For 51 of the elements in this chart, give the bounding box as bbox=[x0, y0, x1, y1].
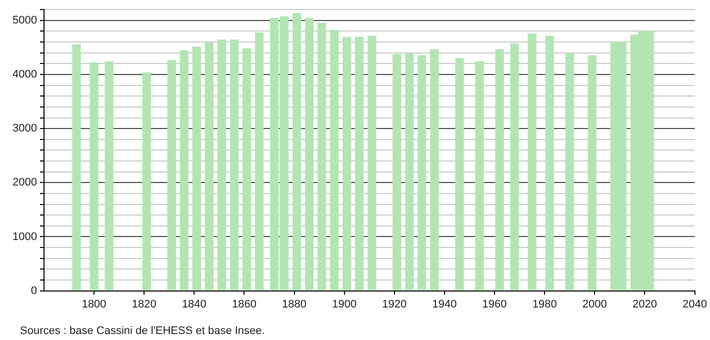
bar bbox=[104, 61, 114, 291]
bar bbox=[72, 44, 81, 291]
bar bbox=[588, 55, 596, 291]
bar bbox=[204, 42, 214, 291]
bar bbox=[565, 53, 574, 291]
x-tick-label: 1840 bbox=[182, 298, 206, 310]
bar bbox=[430, 49, 439, 291]
bar bbox=[355, 36, 364, 291]
bar bbox=[342, 36, 352, 291]
bar bbox=[545, 36, 554, 291]
y-tick-label: 3000 bbox=[12, 122, 37, 135]
bar bbox=[317, 22, 326, 291]
x-tick-label: 1820 bbox=[132, 298, 156, 310]
bar bbox=[142, 72, 151, 291]
bar bbox=[528, 34, 536, 291]
x-tick-label: 1980 bbox=[532, 298, 557, 310]
x-tick-label: 1920 bbox=[382, 298, 407, 310]
bar bbox=[292, 13, 302, 291]
bar bbox=[90, 62, 98, 291]
y-tick-label: 5000 bbox=[12, 14, 37, 26]
bar bbox=[230, 40, 239, 291]
x-tick-label: 1940 bbox=[432, 298, 457, 310]
bar bbox=[418, 55, 426, 291]
y-tick-label: 2000 bbox=[12, 176, 37, 189]
bar bbox=[455, 58, 464, 291]
source-note: Sources : base Cassini de l'EHESS et base Insee. bbox=[20, 325, 265, 337]
x-tick-label: 1900 bbox=[332, 298, 357, 310]
x-tick-label: 1960 bbox=[482, 298, 507, 310]
x-tick-label: 2000 bbox=[582, 298, 607, 310]
bar bbox=[495, 49, 504, 291]
bar bbox=[368, 36, 376, 291]
bar bbox=[304, 18, 314, 291]
y-tick-label: 1000 bbox=[12, 230, 37, 243]
bar bbox=[242, 48, 252, 291]
x-tick-label: 1880 bbox=[282, 298, 307, 310]
y-tick-label: 0 bbox=[30, 284, 37, 297]
bar bbox=[192, 46, 202, 291]
bar bbox=[217, 40, 226, 291]
bar bbox=[167, 60, 176, 291]
bar bbox=[475, 61, 484, 291]
x-tick-label: 2020 bbox=[632, 298, 657, 310]
bar bbox=[180, 50, 188, 291]
bar bbox=[405, 53, 414, 291]
bar bbox=[254, 32, 264, 291]
y-tick-label: 4000 bbox=[12, 68, 37, 81]
bar bbox=[330, 30, 339, 291]
bar bbox=[392, 54, 402, 291]
x-tick-label: 2040 bbox=[682, 298, 708, 310]
bar bbox=[510, 43, 519, 291]
x-tick-label: 1800 bbox=[82, 298, 106, 310]
x-tick-label: 1860 bbox=[232, 298, 256, 310]
